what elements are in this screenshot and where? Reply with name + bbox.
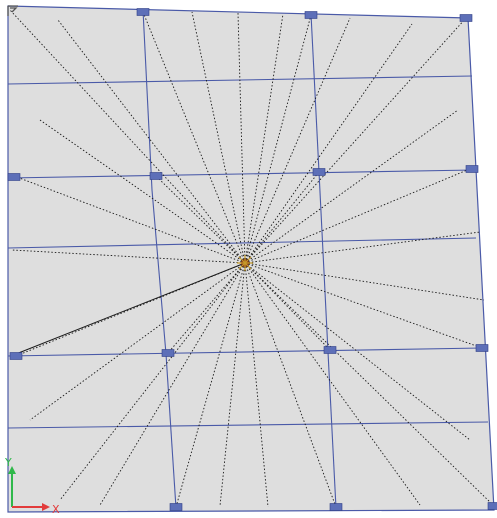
- link-line: [15, 262, 246, 357]
- link-line: [244, 262, 471, 441]
- frame-corner-icon: [7, 5, 18, 16]
- link-line: [244, 23, 413, 264]
- link-line: [191, 11, 246, 264]
- vertical-grid-line: [151, 189, 167, 355]
- vertical-grid-line: [142, 9, 153, 191]
- link-line: [9, 9, 246, 264]
- grid-node: [312, 168, 326, 176]
- link-line: [29, 262, 246, 421]
- grid-node: [323, 346, 337, 354]
- link-line: [244, 262, 421, 506]
- grid-node: [487, 502, 497, 510]
- link-line: [175, 262, 246, 508]
- link-line: [219, 262, 246, 507]
- horizontal-grid-line: [7, 347, 483, 357]
- link-line: [13, 175, 246, 264]
- link-line: [244, 17, 467, 264]
- x-arrow-head: [42, 503, 50, 511]
- link-line-solid: [15, 262, 246, 355]
- link-line: [244, 262, 269, 508]
- grid-node: [7, 173, 21, 181]
- link-line: [99, 262, 246, 506]
- vertical-grid-line: [165, 353, 177, 509]
- axis-triad: Y X: [4, 456, 60, 516]
- grid-node: [161, 349, 175, 357]
- link-line: [244, 167, 473, 264]
- grid-nodes: [7, 8, 497, 511]
- link-line: [244, 262, 337, 508]
- grid-node: [304, 11, 318, 19]
- horizontal-grid-line: [7, 169, 475, 179]
- x-axis-label: X: [52, 503, 60, 516]
- grid-node: [459, 14, 473, 22]
- link-line: [11, 249, 246, 264]
- grid-lines: [7, 9, 489, 509]
- grid-node: [465, 165, 479, 173]
- grid-node: [329, 503, 343, 511]
- horizontal-grid-line: [7, 237, 477, 249]
- grid-node: [169, 503, 183, 511]
- grid-node: [136, 8, 150, 16]
- vertical-grid-line: [318, 171, 329, 353]
- grid-node: [475, 344, 489, 352]
- y-arrow-head: [8, 466, 16, 474]
- corner-marker: [7, 5, 18, 16]
- link-line: [244, 231, 481, 264]
- link-line: [167, 262, 246, 354]
- link-line: [244, 14, 312, 264]
- horizontal-grid-line: [7, 421, 489, 429]
- y-axis-label: Y: [4, 456, 12, 469]
- link-line: [57, 19, 246, 264]
- grid-node: [149, 172, 163, 180]
- vertical-grid-line: [327, 351, 337, 509]
- center-node[interactable]: [237, 255, 253, 271]
- grid-node: [9, 352, 23, 360]
- link-line: [244, 17, 351, 264]
- link-lines: [9, 9, 495, 508]
- vertical-grid-line: [310, 13, 320, 173]
- link-line: [59, 262, 246, 501]
- link-line: [244, 262, 331, 351]
